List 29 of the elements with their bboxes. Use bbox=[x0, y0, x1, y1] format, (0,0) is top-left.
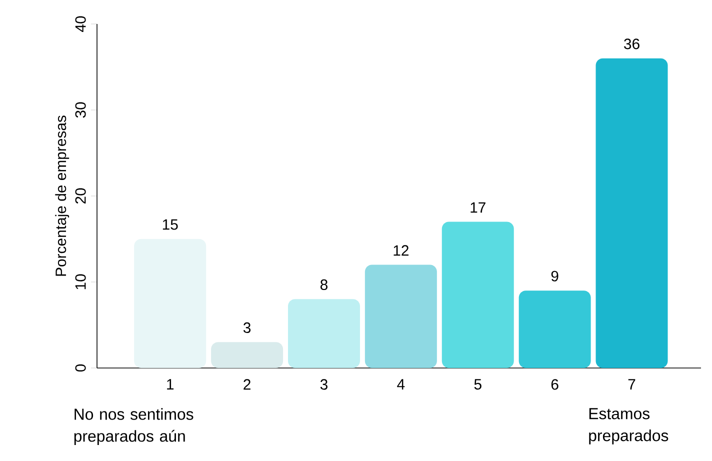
x-tick-label: 3 bbox=[320, 379, 328, 390]
x-tick-label: 5 bbox=[474, 379, 482, 390]
text: No nos sentimos preparados aún bbox=[74, 408, 194, 445]
y-axis-title: Porcentaje de empresas bbox=[55, 116, 70, 276]
data-label: 8 bbox=[320, 279, 328, 290]
x-tick-label: 6 bbox=[551, 379, 558, 390]
bar bbox=[518, 290, 591, 368]
data-label: 9 bbox=[551, 270, 558, 282]
y-tick-label: 0 bbox=[75, 364, 86, 372]
y-tick-label: 40 bbox=[75, 16, 86, 32]
text: Estamos preparados bbox=[589, 408, 668, 444]
y-tick-label: 20 bbox=[75, 188, 86, 204]
x-tick-label: 7 bbox=[628, 379, 636, 390]
data-label: 12 bbox=[394, 245, 408, 256]
y-tick-label: 10 bbox=[75, 274, 86, 290]
data-label: 17 bbox=[470, 202, 486, 213]
data-label: 15 bbox=[162, 219, 178, 230]
bar bbox=[211, 342, 284, 368]
bar bbox=[364, 264, 437, 368]
x-tick-label: 1 bbox=[167, 379, 174, 390]
data-label: 3 bbox=[243, 322, 251, 333]
bar bbox=[134, 238, 206, 368]
x-tick-label: 2 bbox=[244, 379, 250, 390]
x-tick-label: 4 bbox=[397, 379, 405, 390]
y-tick-label: 30 bbox=[75, 102, 86, 118]
bar bbox=[596, 58, 668, 368]
bar bbox=[288, 299, 360, 368]
data-label: 36 bbox=[624, 38, 640, 50]
bar bbox=[442, 222, 514, 368]
